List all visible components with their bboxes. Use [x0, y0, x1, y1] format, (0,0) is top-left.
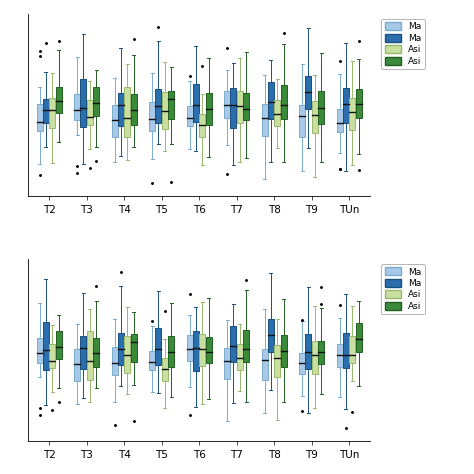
Bar — [230, 326, 237, 362]
Bar — [206, 337, 212, 363]
Bar — [199, 114, 205, 137]
Bar — [199, 334, 205, 366]
Bar — [237, 91, 243, 123]
Bar — [74, 94, 80, 120]
Bar — [305, 334, 311, 369]
Bar — [312, 100, 318, 133]
Bar — [87, 100, 93, 125]
Bar — [49, 344, 55, 368]
Bar — [193, 83, 199, 122]
Bar — [268, 319, 274, 352]
Bar — [230, 88, 237, 128]
Bar — [262, 349, 267, 380]
Bar — [343, 88, 349, 123]
Bar — [131, 335, 137, 362]
Bar — [118, 333, 124, 365]
Bar — [237, 344, 243, 370]
Bar — [262, 104, 267, 136]
Bar — [206, 93, 212, 125]
Bar — [186, 335, 192, 361]
Bar — [305, 75, 311, 109]
Bar — [162, 92, 168, 129]
Bar — [162, 358, 168, 381]
Bar — [55, 87, 62, 113]
Bar — [55, 331, 62, 359]
Bar — [93, 87, 99, 116]
Bar — [111, 105, 118, 137]
Bar — [343, 333, 349, 368]
Bar — [155, 328, 161, 365]
Bar — [299, 105, 305, 137]
Bar — [168, 91, 174, 119]
Bar — [168, 337, 174, 367]
Legend: Ma, Ma, Asi, Asi: Ma, Ma, Asi, Asi — [381, 264, 425, 314]
Bar — [131, 94, 137, 125]
Bar — [337, 109, 343, 132]
Bar — [281, 85, 287, 119]
Bar — [81, 336, 86, 369]
Bar — [281, 335, 287, 366]
Bar — [36, 104, 43, 131]
Bar — [274, 345, 280, 377]
Bar — [49, 98, 55, 128]
Bar — [43, 322, 49, 370]
Bar — [356, 89, 362, 118]
Bar — [224, 348, 230, 379]
Bar — [118, 92, 124, 127]
Bar — [274, 100, 280, 127]
Bar — [299, 353, 305, 374]
Bar — [349, 98, 356, 130]
Bar — [87, 331, 93, 380]
Bar — [268, 82, 274, 119]
Bar — [318, 341, 324, 364]
Bar — [93, 338, 99, 367]
Bar — [193, 331, 199, 371]
Bar — [74, 349, 80, 381]
Bar — [124, 337, 130, 373]
Bar — [36, 338, 43, 363]
Bar — [149, 350, 155, 370]
Bar — [243, 329, 249, 362]
Bar — [124, 87, 130, 137]
Bar — [149, 102, 155, 131]
Legend: Ma, Ma, Asi, Asi: Ma, Ma, Asi, Asi — [381, 19, 425, 69]
Bar — [349, 336, 356, 363]
Bar — [111, 347, 118, 375]
Bar — [356, 323, 362, 352]
Bar — [312, 341, 318, 374]
Bar — [155, 89, 161, 123]
Bar — [43, 99, 49, 123]
Bar — [337, 344, 343, 367]
Bar — [318, 91, 324, 124]
Bar — [224, 91, 230, 118]
Bar — [186, 106, 192, 126]
Bar — [243, 93, 249, 120]
Bar — [81, 79, 86, 128]
